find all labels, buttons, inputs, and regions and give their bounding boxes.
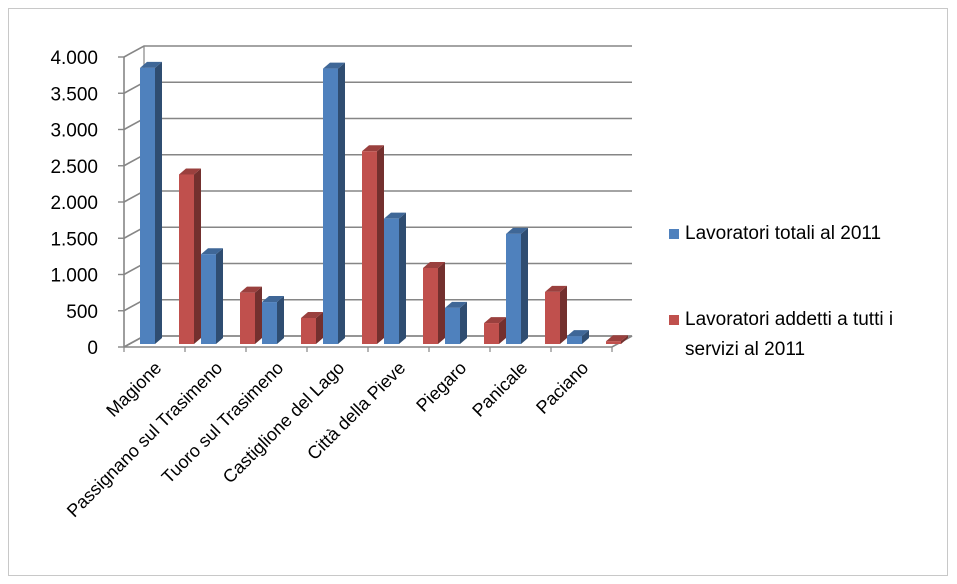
- bar-front: [362, 151, 377, 344]
- bar: [240, 286, 262, 344]
- bar: [545, 285, 567, 344]
- bar-side: [460, 301, 467, 344]
- chart-floor: [123, 335, 633, 348]
- legend-label: Lavoratori totali al 2011: [685, 223, 881, 244]
- legend-swatch: [669, 229, 679, 239]
- y-tick-label: 4.000: [50, 48, 98, 69]
- bar-front: [301, 318, 316, 344]
- bar-side: [316, 312, 323, 344]
- bar-front: [606, 341, 621, 344]
- bar: [201, 248, 223, 344]
- bar: [262, 296, 284, 344]
- legend: Lavoratori totali al 2011 Lavoratori adde…: [669, 223, 893, 360]
- bar: [301, 312, 323, 344]
- bar-top: [301, 312, 323, 318]
- bar: [445, 301, 467, 344]
- bar-top: [484, 317, 506, 324]
- bar-top: [201, 248, 223, 255]
- x-tick-label: Panicale: [468, 358, 531, 421]
- y-tick-label: 500: [66, 302, 98, 323]
- bar-top: [606, 335, 628, 342]
- bar-side: [377, 145, 384, 344]
- bar-side: [560, 285, 567, 344]
- y-tick-label: 3.000: [50, 121, 98, 142]
- legend-item: Lavoratori totali al 2011: [669, 223, 881, 244]
- bar-side: [521, 227, 528, 344]
- bar: [423, 261, 445, 344]
- bar-top: [567, 330, 589, 337]
- bar-front: [240, 292, 255, 344]
- bar: [606, 335, 628, 344]
- bar-top: [140, 61, 162, 68]
- bar-front: [262, 302, 277, 344]
- gridline: [123, 117, 632, 131]
- bar-side: [621, 335, 628, 344]
- bar: [323, 62, 345, 344]
- bar-top: [445, 301, 467, 308]
- bar-top: [384, 212, 406, 219]
- x-tick-label: Magione: [102, 358, 165, 421]
- bar-top: [423, 261, 445, 268]
- x-tick-label: Piegaro: [412, 358, 470, 416]
- y-tick-label: 1.000: [50, 266, 98, 287]
- bar-front: [323, 68, 338, 344]
- bar: [506, 227, 528, 344]
- bars: [140, 61, 628, 344]
- bar-side: [338, 62, 345, 344]
- bar-front: [179, 174, 194, 344]
- bar-side: [582, 330, 589, 344]
- y-tick-label: 2.500: [50, 157, 98, 178]
- x-tick-label: Tuoro sul Trasimeno: [158, 358, 288, 488]
- bar-front: [545, 291, 560, 344]
- y-tick-label: 2.000: [50, 193, 98, 214]
- bar-top: [545, 285, 567, 292]
- y-tick-label: 3.500: [50, 84, 98, 105]
- y-tick-label: 1.500: [50, 229, 98, 250]
- chart-frame: [8, 8, 948, 576]
- bar-side: [216, 248, 223, 344]
- bar-side: [155, 61, 162, 344]
- bar-side: [277, 296, 284, 344]
- bar-top: [179, 168, 201, 175]
- bar-side: [399, 212, 406, 344]
- bar-front: [484, 323, 499, 344]
- y-tick-label: 0: [87, 338, 98, 359]
- legend-label: Lavoratori addetti a tutti i: [685, 309, 893, 330]
- bar-side: [194, 168, 201, 344]
- bar-front: [384, 218, 399, 344]
- x-tick-label: Castiglione del Lago: [219, 358, 348, 487]
- legend-label: servizi al 2011: [685, 339, 805, 360]
- bar-front: [423, 267, 438, 344]
- legend-swatch: [669, 315, 679, 325]
- bar-top: [262, 296, 284, 303]
- gridline: [123, 45, 632, 58]
- bar-front: [445, 307, 460, 344]
- bar: [567, 330, 589, 344]
- bar-top: [240, 286, 262, 293]
- bar: [140, 61, 162, 344]
- bar-top: [323, 62, 345, 69]
- bar: [484, 317, 506, 344]
- bar: [179, 168, 201, 344]
- bar-front: [506, 233, 521, 344]
- x-tick-label: Paciano: [532, 358, 592, 418]
- bar-front: [140, 67, 155, 344]
- bar: [362, 145, 384, 344]
- bar-front: [567, 336, 582, 344]
- legend-item: Lavoratori addetti a tutti i servizi al 2…: [669, 309, 893, 360]
- bar-front: [201, 254, 216, 344]
- bar-side: [255, 286, 262, 344]
- bar-side: [499, 317, 506, 344]
- bar-top: [362, 145, 384, 152]
- gridline: [123, 81, 632, 94]
- bar: [384, 212, 406, 344]
- bar-top: [506, 227, 528, 234]
- bar-side: [438, 261, 445, 344]
